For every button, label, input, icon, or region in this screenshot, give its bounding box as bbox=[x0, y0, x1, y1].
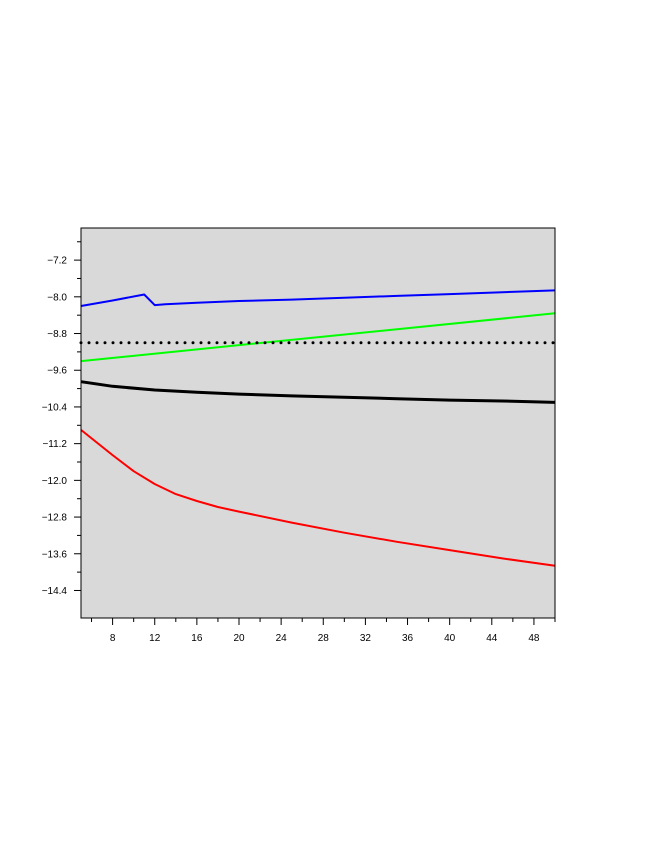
x-tick-label: 28 bbox=[318, 633, 330, 644]
plot-frame bbox=[80, 227, 556, 619]
x-tick-label: 24 bbox=[276, 633, 288, 644]
x-tick-label: 40 bbox=[444, 633, 456, 644]
y-tick-label: −9.6 bbox=[47, 366, 67, 377]
plot-background bbox=[81, 228, 555, 618]
x-tick-label: 16 bbox=[191, 633, 203, 644]
x-tick-label: 8 bbox=[110, 633, 116, 644]
x-tick-label: 36 bbox=[402, 633, 414, 644]
y-tick-label: −11.2 bbox=[42, 439, 67, 450]
series-line-0 bbox=[80, 289, 556, 307]
x-tick-label: 32 bbox=[360, 633, 372, 644]
x-tick-label: 12 bbox=[149, 633, 161, 644]
x-tick-label: 20 bbox=[233, 633, 245, 644]
y-tick-label: −12.0 bbox=[42, 476, 68, 487]
series-line-4 bbox=[80, 429, 556, 567]
y-tick-label: −12.8 bbox=[42, 513, 68, 524]
y-tick-label: −13.6 bbox=[42, 549, 68, 560]
y-tick-label: −14.4 bbox=[42, 586, 68, 597]
x-tick-label: 48 bbox=[528, 633, 540, 644]
x-axis: 8 12 16 20 24 28 32 36 40 44 48 bbox=[91, 618, 556, 644]
y-tick-label: −7.2 bbox=[47, 256, 67, 267]
series-line-3 bbox=[80, 380, 556, 404]
series-line-1 bbox=[80, 312, 556, 363]
y-tick-label: −8.0 bbox=[47, 292, 67, 303]
y-axis: −7.2 −8.0 −8.8 −9.6 −10.4 −11.2 −12.0 −12.8 −13.… bbox=[42, 241, 81, 597]
x-tick-label: 44 bbox=[486, 633, 498, 644]
y-tick-label: −10.4 bbox=[42, 402, 68, 413]
series-layer bbox=[79, 289, 557, 567]
y-tick-label: −8.8 bbox=[47, 329, 67, 340]
